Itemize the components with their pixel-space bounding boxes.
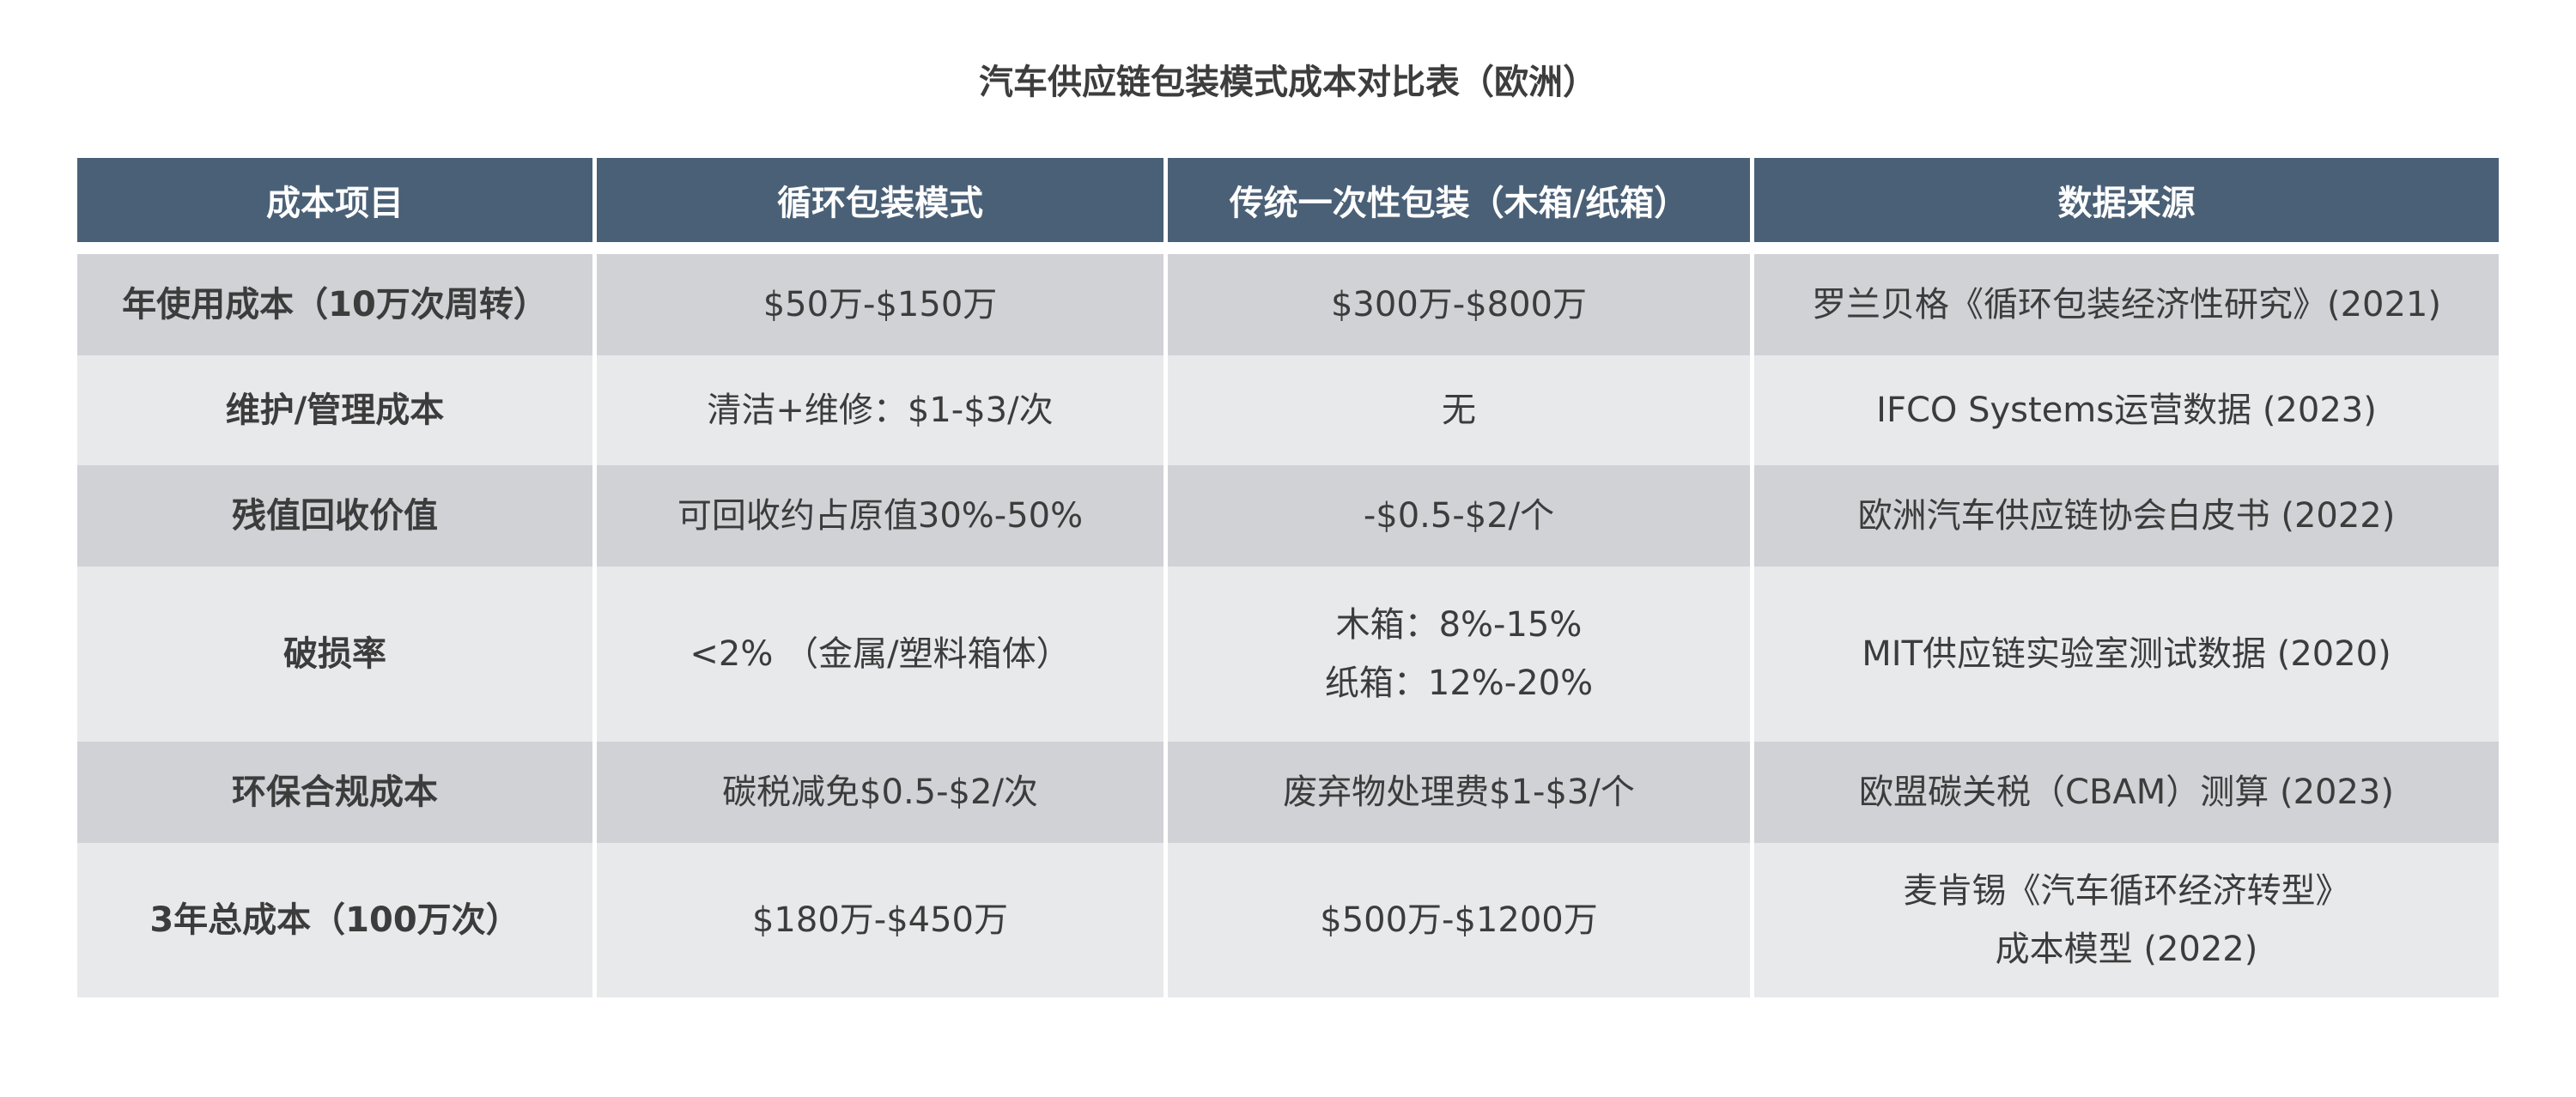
circular-cell: <2% （金属/塑料箱体） (597, 567, 1168, 742)
source-cell: 欧盟碳关税（CBAM）测算 (2023) (1754, 742, 2499, 843)
table-row: 破损率 <2% （金属/塑料箱体） 木箱：8%-15% 纸箱：12%-20% M… (77, 567, 2499, 742)
traditional-cell: 废弃物处理费$1-$3/个 (1168, 742, 1754, 843)
circular-cell: $50万-$150万 (597, 254, 1168, 355)
traditional-cell: 木箱：8%-15% 纸箱：12%-20% (1168, 567, 1754, 742)
source-cell: 麦肯锡《汽车循环经济转型》 成本模型 (2022) (1754, 843, 2499, 997)
header-traditional-packaging: 传统一次性包装（木箱/纸箱） (1168, 158, 1754, 254)
header-cost-item: 成本项目 (77, 158, 597, 254)
source-cell: 罗兰贝格《循环包装经济性研究》(2021) (1754, 254, 2499, 355)
cost-item-cell: 环保合规成本 (77, 742, 597, 843)
page-title: 汽车供应链包装模式成本对比表（欧洲） (979, 63, 1597, 102)
header-data-source: 数据来源 (1754, 158, 2499, 254)
traditional-line: 木箱：8%-15% (1335, 605, 1583, 645)
traditional-cell: $300万-$800万 (1168, 254, 1754, 355)
source-line: 成本模型 (2022) (1995, 930, 2258, 969)
cost-item-cell: 维护/管理成本 (77, 355, 597, 465)
source-cell: 欧洲汽车供应链协会白皮书 (2022) (1754, 465, 2499, 567)
table-row: 残值回收价值 可回收约占原值30%-50% -$0.5-$2/个 欧洲汽车供应链… (77, 465, 2499, 567)
table-row: 3年总成本（100万次） $180万-$450万 $500万-$1200万 麦肯… (77, 843, 2499, 997)
source-cell: MIT供应链实验室测试数据 (2020) (1754, 567, 2499, 742)
cost-item-cell: 破损率 (77, 567, 597, 742)
table-row: 年使用成本（10万次周转） $50万-$150万 $300万-$800万 罗兰贝… (77, 254, 2499, 355)
circular-cell: 可回收约占原值30%-50% (597, 465, 1168, 567)
cost-item-cell: 残值回收价值 (77, 465, 597, 567)
source-line: 麦肯锡《汽车循环经济转型》 (1903, 871, 2350, 911)
table-header-row: 成本项目 循环包装模式 传统一次性包装（木箱/纸箱） 数据来源 (77, 158, 2499, 254)
cost-comparison-table: 成本项目 循环包装模式 传统一次性包装（木箱/纸箱） 数据来源 年使用成本（10… (77, 158, 2499, 997)
circular-cell: $180万-$450万 (597, 843, 1168, 997)
traditional-cell: 无 (1168, 355, 1754, 465)
circular-cell: 碳税减免$0.5-$2/次 (597, 742, 1168, 843)
table-row: 环保合规成本 碳税减免$0.5-$2/次 废弃物处理费$1-$3/个 欧盟碳关税… (77, 742, 2499, 843)
circular-cell: 清洁+维修：$1-$3/次 (597, 355, 1168, 465)
traditional-line: 纸箱：12%-20% (1324, 664, 1594, 703)
cost-item-cell: 年使用成本（10万次周转） (77, 254, 597, 355)
source-cell: IFCO Systems运营数据 (2023) (1754, 355, 2499, 465)
cost-item-cell: 3年总成本（100万次） (77, 843, 597, 997)
traditional-cell: $500万-$1200万 (1168, 843, 1754, 997)
table-row: 维护/管理成本 清洁+维修：$1-$3/次 无 IFCO Systems运营数据… (77, 355, 2499, 465)
header-circular-packaging: 循环包装模式 (597, 158, 1168, 254)
traditional-cell: -$0.5-$2/个 (1168, 465, 1754, 567)
